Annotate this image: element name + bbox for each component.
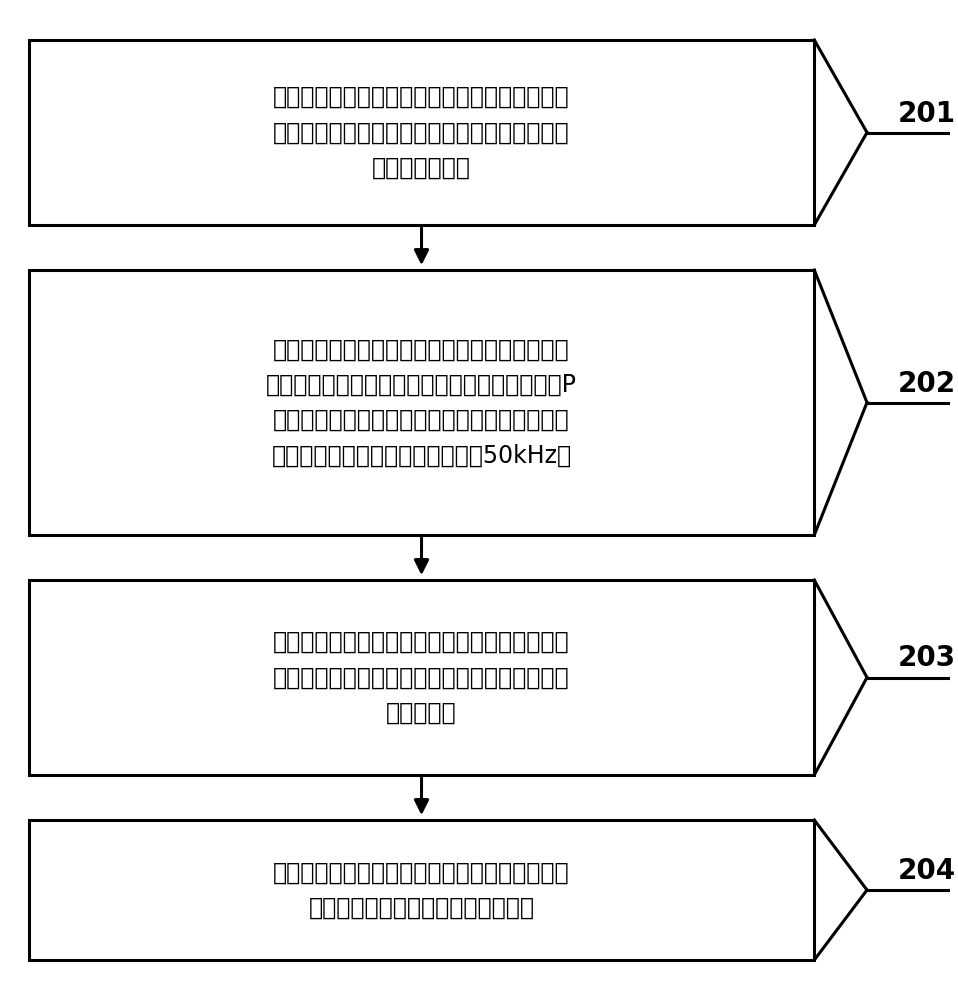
Bar (29, 270, 814, 535)
Text: 用光电二极管做探测器，用电子计算机或微处理
器对检测结果进行数据采集和处理。: 用光电二极管做探测器，用电子计算机或微处理 器对检测结果进行数据采集和处理。 (273, 860, 570, 920)
Bar (29, 820, 814, 960)
Text: 204: 204 (898, 857, 956, 885)
Text: 打开激光器，输出的激光入射到起偏器，调节起
偏器的透光轴方向，使其平行于基片入射平面的P
偏振方向，从起偏器出射的偏振光通过前方的光
弹调制器，光弹调制器的频率: 打开激光器，输出的激光入射到起偏器，调节起 偏器的透光轴方向，使其平行于基片入射… (266, 337, 577, 468)
Bar (29, 580, 814, 775)
Bar (29, 40, 814, 225)
Text: 用砂纸或磨轮将岩心端面磨平，将岩心放在岩石
各向异性的光反射差法检测装置的样品池上，磨
平的端面向下；: 用砂纸或磨轮将岩心端面磨平，将岩心放在岩石 各向异性的光反射差法检测装置的样品池… (273, 85, 570, 180)
Text: 调节相移器，将基频信号调零，调节样品台，使
光路通过样品，调节聚焦装置，使得光汇聚在样
品表面处；: 调节相移器，将基频信号调零，调节样品台，使 光路通过样品，调节聚焦装置，使得光汇… (273, 630, 570, 725)
Text: 201: 201 (898, 100, 956, 127)
Text: 203: 203 (898, 645, 956, 672)
Text: 202: 202 (898, 369, 956, 397)
